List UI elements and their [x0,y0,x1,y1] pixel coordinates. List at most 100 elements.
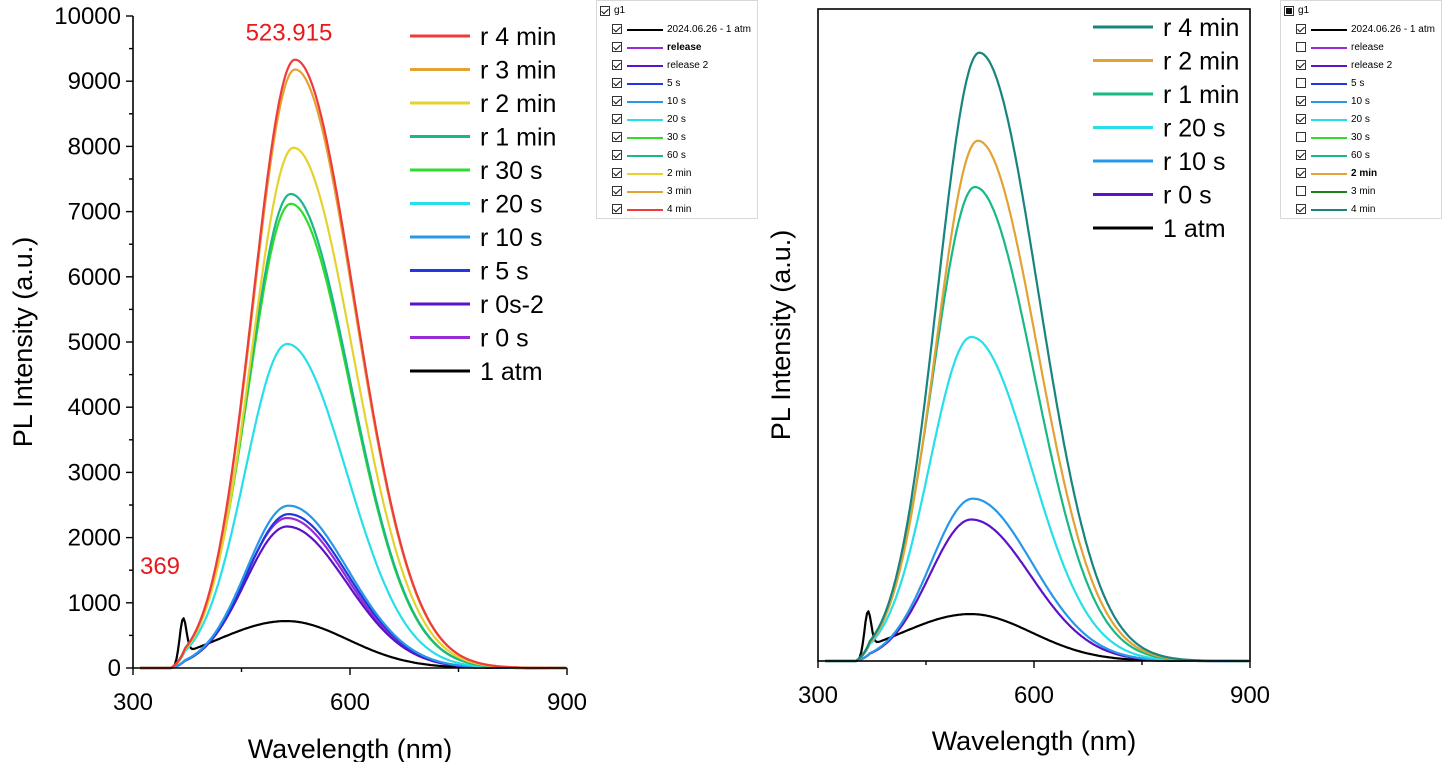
y-tick-label: 2000 [68,525,121,552]
layer-item[interactable]: 10 s [1281,93,1441,111]
layer-item[interactable]: 60 s [1281,147,1441,165]
layer-item[interactable]: release 2 [1281,57,1441,75]
x-tick-label: 600 [1014,682,1054,709]
layer-label: 4 min [1351,204,1376,215]
y-tick-label: 7000 [68,199,121,226]
series-line-1-atm [140,617,566,670]
legend-label: r 20 s [480,191,543,219]
series-line-r-2-min [825,139,1249,663]
group-checkbox[interactable] [1284,6,1294,16]
y-tick-label: 4000 [68,394,121,421]
layer-item[interactable]: 4 min [1281,201,1441,219]
layer-item[interactable]: 3 min [1281,183,1441,201]
layer-checkbox[interactable] [612,150,622,160]
series-line-r-20-s [825,335,1249,663]
layer-checkbox[interactable] [612,204,622,214]
layer-label: 10 s [1351,96,1370,107]
legend-label: 1 atm [1163,215,1226,243]
layer-checkbox[interactable] [1296,204,1306,214]
layer-color-swatch [627,137,663,139]
series-line-r-10-s [825,497,1249,663]
layer-checkbox[interactable] [1296,60,1306,70]
layer-checkbox[interactable] [1296,78,1306,88]
legend-label: r 10 s [480,224,543,252]
layer-item[interactable]: release [1281,39,1441,57]
layer-item[interactable]: release [597,39,757,57]
series-line-r-1-min [825,185,1249,663]
layer-checkbox[interactable] [612,60,622,70]
layer-item[interactable]: 30 s [1281,129,1441,147]
layer-label: 2 min [1351,168,1378,179]
layer-color-swatch [627,119,663,121]
layer-label: 10 s [667,96,686,107]
layer-checkbox[interactable] [612,96,622,106]
layer-item[interactable]: 60 s [597,147,757,165]
layer-checkbox[interactable] [1296,132,1306,142]
layer-list-left[interactable]: g1 2024.06.26 - 1 atm release release 2 5 s 1… [596,0,758,219]
layer-item[interactable]: 2 min [597,165,757,183]
layer-label: release 2 [1351,60,1393,71]
layer-color-swatch [627,155,663,157]
layer-item[interactable]: 30 s [597,129,757,147]
layer-item[interactable]: release 2 [597,57,757,75]
series-line-r-4-min [825,51,1249,663]
layer-checkbox[interactable] [1296,24,1306,34]
layer-item[interactable]: 3 min [597,183,757,201]
legend-label: r 3 min [480,57,556,85]
series-line-r-0-s [825,518,1249,663]
layer-checkbox[interactable] [1296,96,1306,106]
layer-checkbox[interactable] [1296,150,1306,160]
y-axis-label: PL Intensity (a.u.) [8,237,38,448]
y-tick-label: 1000 [68,590,121,617]
legend-label: r 5 s [480,258,529,286]
layer-checkbox[interactable] [1296,42,1306,52]
layer-label: 30 s [1351,132,1370,143]
layer-checkbox[interactable] [612,24,622,34]
layer-checkbox[interactable] [1296,168,1306,178]
layer-item[interactable]: 20 s [1281,111,1441,129]
layer-list-right[interactable]: g1 2024.06.26 - 1 atm release release 2 5 s 1… [1280,0,1442,219]
layer-color-swatch [627,173,663,175]
layer-checkbox[interactable] [1296,114,1306,124]
series-line-r-4-min [140,58,566,670]
layer-label: 5 s [1351,78,1365,89]
layer-group-row[interactable]: g1 [597,3,757,21]
y-tick-label: 5000 [68,329,121,356]
x-axis-label: Wavelength (nm) [248,734,453,762]
layer-checkbox[interactable] [612,186,622,196]
layer-item[interactable]: 2 min [1281,165,1441,183]
layer-color-swatch [1311,155,1347,157]
layer-color-swatch [1311,29,1347,31]
layer-item[interactable]: 10 s [597,93,757,111]
layer-checkbox[interactable] [612,42,622,52]
layer-color-swatch [1311,173,1347,175]
legend-label: r 1 min [1163,81,1239,109]
layer-item[interactable]: 4 min [597,201,757,219]
layer-checkbox[interactable] [612,114,622,124]
x-axis-label: Wavelength (nm) [932,726,1137,756]
layer-label: 20 s [667,114,686,125]
layer-checkbox[interactable] [612,168,622,178]
layer-item[interactable]: 20 s [597,111,757,129]
legend-label: r 2 min [480,90,556,118]
layer-label: 2 min [667,168,692,179]
group-checkbox[interactable] [600,6,610,16]
layer-item[interactable]: 2024.06.26 - 1 atm [1281,21,1441,39]
legend-label: r 1 min [480,124,556,152]
y-tick-label: 10000 [54,3,121,30]
legend-label: r 0 s [1163,182,1212,210]
layer-color-swatch [1311,119,1347,121]
layer-group-row[interactable]: g1 [1281,3,1441,21]
layer-checkbox[interactable] [1296,186,1306,196]
legend-label: r 0 s [480,325,529,353]
layer-label: 3 min [667,186,692,197]
legend-label: r 2 min [1163,48,1239,76]
layer-item[interactable]: 5 s [1281,75,1441,93]
peak-annotation: 523.915 [246,19,333,46]
layer-item[interactable]: 5 s [597,75,757,93]
layer-checkbox[interactable] [612,78,622,88]
layer-checkbox[interactable] [612,132,622,142]
layer-label: 60 s [667,150,686,161]
y-tick-label: 9000 [68,68,121,95]
layer-item[interactable]: 2024.06.26 - 1 atm [597,21,757,39]
